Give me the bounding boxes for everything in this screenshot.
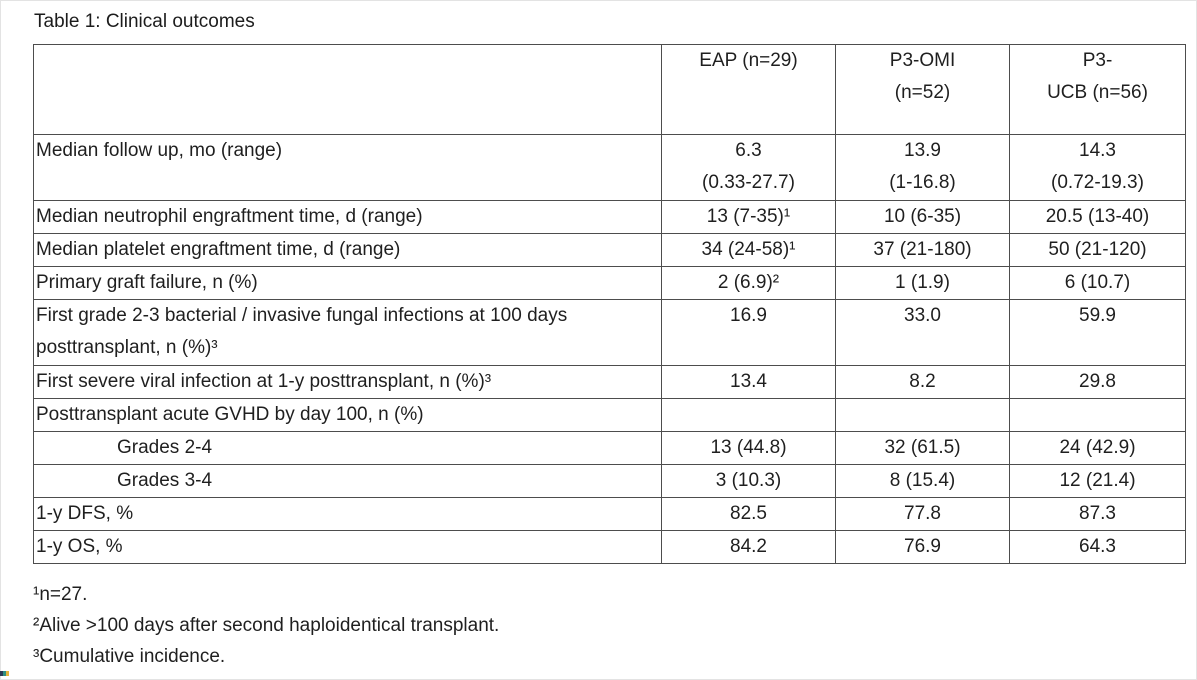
- cell-value: 14.3 (0.72-19.3): [1009, 134, 1186, 201]
- table-row: Median follow up, mo (range) 6.3 (0.33-2…: [33, 134, 1186, 201]
- cell-value: 13 (7-35)¹: [661, 200, 836, 234]
- row-label: Grades 2-4: [33, 431, 662, 465]
- column-header-p3-ucb: P3- UCB (n=56): [1009, 44, 1186, 135]
- row-label: First grade 2-3 bacterial / invasive fun…: [33, 299, 662, 366]
- screenshot-edge-artifact: [0, 671, 9, 676]
- cell-value: 32 (61.5): [835, 431, 1010, 465]
- table-row: First grade 2-3 bacterial / invasive fun…: [33, 299, 1186, 366]
- cell-value: 84.2: [661, 530, 836, 564]
- header-empty-cell: [33, 44, 662, 135]
- footnote-3: ³Cumulative incidence.: [33, 646, 226, 667]
- cell-value: 77.8: [835, 497, 1010, 531]
- cell-value: 8.2: [835, 365, 1010, 399]
- footnote-1: ¹n=27.: [33, 584, 88, 605]
- cell-value: 13.4: [661, 365, 836, 399]
- row-label: Grades 3-4: [33, 464, 662, 498]
- cell-value: 59.9: [1009, 299, 1186, 366]
- footnotes: ¹n=27. ²Alive >100 days after second hap…: [33, 579, 499, 672]
- cell-value: 2 (6.9)²: [661, 266, 836, 300]
- cell-value: [1009, 398, 1186, 432]
- table-row: Median neutrophil engraftment time, d (r…: [33, 200, 1186, 234]
- cell-value: 1 (1.9): [835, 266, 1010, 300]
- column-header-eap: EAP (n=29): [661, 44, 836, 135]
- column-header-p3-omi: P3-OMI (n=52): [835, 44, 1010, 135]
- cell-value: 12 (21.4): [1009, 464, 1186, 498]
- cell-value: 50 (21-120): [1009, 233, 1186, 267]
- cell-value: 6.3 (0.33-27.7): [661, 134, 836, 201]
- row-label: 1-y DFS, %: [33, 497, 662, 531]
- table-row: Grades 2-4 13 (44.8) 32 (61.5) 24 (42.9): [33, 431, 1186, 465]
- footnote-2: ²Alive >100 days after second haploident…: [33, 615, 500, 636]
- header-row: EAP (n=29) P3-OMI (n=52) P3- UCB (n=56): [33, 44, 1186, 135]
- row-label: 1-y OS, %: [33, 530, 662, 564]
- cell-value: 82.5: [661, 497, 836, 531]
- cell-value: 13.9 (1-16.8): [835, 134, 1010, 201]
- cell-value: 34 (24-58)¹: [661, 233, 836, 267]
- cell-value: [835, 398, 1010, 432]
- cell-value: 76.9: [835, 530, 1010, 564]
- artifact-swatch: [0, 671, 3, 676]
- table-row: Posttransplant acute GVHD by day 100, n …: [33, 398, 1186, 432]
- artifact-swatch: [6, 671, 9, 676]
- table-row: 1-y OS, % 84.2 76.9 64.3: [33, 530, 1186, 564]
- cell-value: 13 (44.8): [661, 431, 836, 465]
- row-label: Median follow up, mo (range): [33, 134, 662, 201]
- row-label: Median neutrophil engraftment time, d (r…: [33, 200, 662, 234]
- cell-value: 87.3: [1009, 497, 1186, 531]
- cell-value: 20.5 (13-40): [1009, 200, 1186, 234]
- cell-value: 16.9: [661, 299, 836, 366]
- table-row: Median platelet engraftment time, d (ran…: [33, 233, 1186, 267]
- cell-value: 24 (42.9): [1009, 431, 1186, 465]
- cell-value: 6 (10.7): [1009, 266, 1186, 300]
- cell-value: 8 (15.4): [835, 464, 1010, 498]
- table-row: Primary graft failure, n (%) 2 (6.9)² 1 …: [33, 266, 1186, 300]
- row-label: Primary graft failure, n (%): [33, 266, 662, 300]
- cell-value: 10 (6-35): [835, 200, 1010, 234]
- cell-value: 29.8: [1009, 365, 1186, 399]
- row-label: First severe viral infection at 1-y post…: [33, 365, 662, 399]
- cell-value: 64.3: [1009, 530, 1186, 564]
- artifact-swatch: [3, 671, 6, 676]
- cell-value: 37 (21-180): [835, 233, 1010, 267]
- clinical-outcomes-table: EAP (n=29) P3-OMI (n=52) P3- UCB (n=56) …: [33, 44, 1186, 564]
- table-row: Grades 3-4 3 (10.3) 8 (15.4) 12 (21.4): [33, 464, 1186, 498]
- cell-value: 3 (10.3): [661, 464, 836, 498]
- cell-value: [661, 398, 836, 432]
- row-label: Posttransplant acute GVHD by day 100, n …: [33, 398, 662, 432]
- row-label: Median platelet engraftment time, d (ran…: [33, 233, 662, 267]
- table-caption: Table 1: Clinical outcomes: [34, 11, 255, 32]
- table-row: 1-y DFS, % 82.5 77.8 87.3: [33, 497, 1186, 531]
- cell-value: 33.0: [835, 299, 1010, 366]
- table-row: First severe viral infection at 1-y post…: [33, 365, 1186, 399]
